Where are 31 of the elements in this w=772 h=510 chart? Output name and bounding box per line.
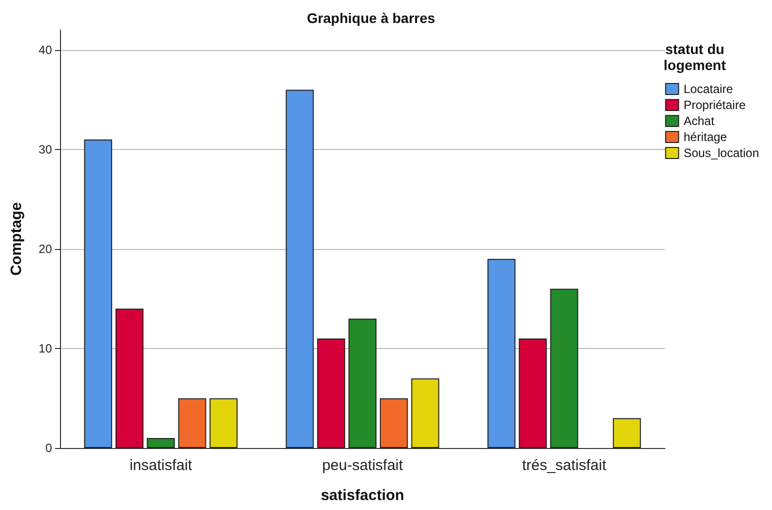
y-tick-label: 40 <box>38 42 52 57</box>
legend-label: Sous_location <box>684 146 760 160</box>
bar <box>518 338 547 448</box>
legend-label: héritage <box>684 130 728 144</box>
y-tick-label: 0 <box>45 441 52 455</box>
y-tick-label: 10 <box>38 341 52 356</box>
bar <box>348 318 376 448</box>
bar <box>115 308 144 448</box>
bar <box>286 90 314 448</box>
bar <box>411 378 440 448</box>
x-tick-label: insatisfait <box>130 457 193 474</box>
bar <box>84 139 112 448</box>
legend-label: Achat <box>684 114 715 128</box>
legend-label: Propriétaire <box>684 98 746 112</box>
y-axis-title: Comptage <box>8 202 25 276</box>
x-axis-title: satisfaction <box>320 487 404 504</box>
bar <box>210 398 238 448</box>
x-tick-label: trés_satisfait <box>522 457 608 474</box>
bar <box>612 418 641 448</box>
chart-title: Graphique à barres <box>306 10 436 26</box>
legend-label: Locataire <box>684 82 734 96</box>
bar <box>178 398 206 448</box>
bar <box>550 288 578 448</box>
y-tick-label: 20 <box>38 242 52 256</box>
bar <box>380 398 408 448</box>
y-tick-label: 30 <box>38 142 52 156</box>
bar <box>146 438 175 448</box>
legend-title: statut du logement <box>664 41 726 73</box>
bar <box>317 338 346 448</box>
x-tick-label: peu-satisfait <box>322 457 404 474</box>
bar <box>487 258 516 448</box>
